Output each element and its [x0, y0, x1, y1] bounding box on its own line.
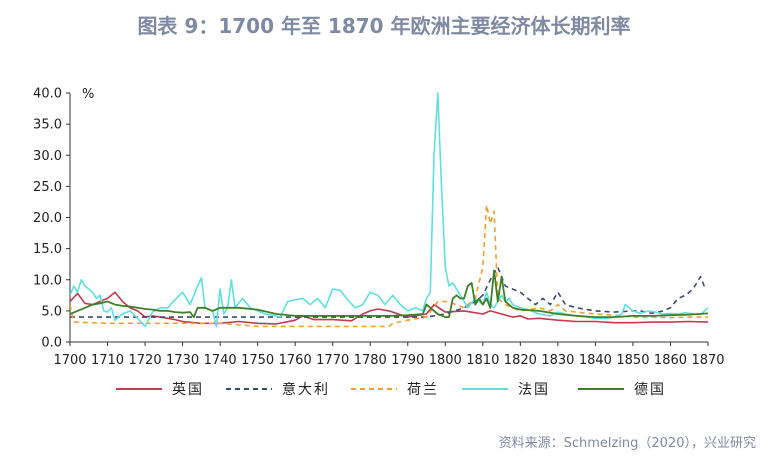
- x-tick-label: 1820: [504, 353, 537, 368]
- x-tick-label: 1810: [466, 353, 499, 368]
- legend-label-法国: 法国: [518, 382, 550, 398]
- x-tick-label: 1800: [429, 353, 462, 368]
- chart-axes: 0.0 5.0 10.0 15.0 20.0 25.0 30.0 35.0 40.0 % 1700 1…: [33, 87, 725, 369]
- y-tick-label: 0.0: [41, 336, 62, 351]
- series-line-意大利: [70, 266, 709, 318]
- x-tick-label: 1700: [53, 353, 86, 368]
- y-tick-label: 40.0: [33, 87, 62, 102]
- legend-label-德国: 德国: [634, 382, 666, 398]
- y-tick-label: 10.0: [33, 273, 62, 288]
- legend-label-荷兰: 荷兰: [407, 382, 439, 398]
- page-title: 图表 9：1700 年至 1870 年欧洲主要经济体长期利率: [137, 14, 631, 38]
- series-line-法国: [70, 92, 709, 328]
- x-tick-label: 1770: [316, 353, 349, 368]
- y-tick-label: 15.0: [33, 242, 62, 257]
- y-tick-label: 20.0: [33, 211, 62, 226]
- x-tick-label: 1790: [391, 353, 424, 368]
- x-tick-label: 1870: [691, 353, 724, 368]
- y-tick-label: 35.0: [33, 118, 62, 133]
- x-tick-label: 1740: [204, 353, 237, 368]
- x-tick-label: 1760: [279, 353, 312, 368]
- legend-label-意大利: 意大利: [282, 381, 330, 398]
- x-tick-label: 1710: [91, 353, 124, 368]
- chart-legend: 英国 意大利 荷兰 法国 德国: [116, 381, 666, 398]
- x-tick-label: 1780: [354, 353, 387, 368]
- plot-area: [70, 92, 709, 328]
- y-axis-unit: %: [82, 87, 94, 102]
- x-tick-label: 1840: [579, 353, 612, 368]
- x-tick-label: 1850: [616, 353, 649, 368]
- x-tick-label: 1720: [129, 353, 162, 368]
- series-line-荷兰: [70, 204, 708, 328]
- y-tick-label: 25.0: [33, 180, 62, 195]
- series-line-英国: [70, 291, 709, 325]
- series-line-德国: [70, 269, 709, 318]
- source-note: 资料来源：Schmelzing（2020），兴业研究: [498, 436, 756, 451]
- x-tick-label: 1750: [241, 353, 274, 368]
- x-tick-label: 1730: [166, 353, 199, 368]
- y-tick-label: 30.0: [33, 149, 62, 164]
- x-tick-label: 1830: [541, 353, 574, 368]
- x-tick-label: 1860: [654, 353, 687, 368]
- y-tick-label: 5.0: [41, 304, 62, 319]
- legend-label-英国: 英国: [172, 381, 204, 398]
